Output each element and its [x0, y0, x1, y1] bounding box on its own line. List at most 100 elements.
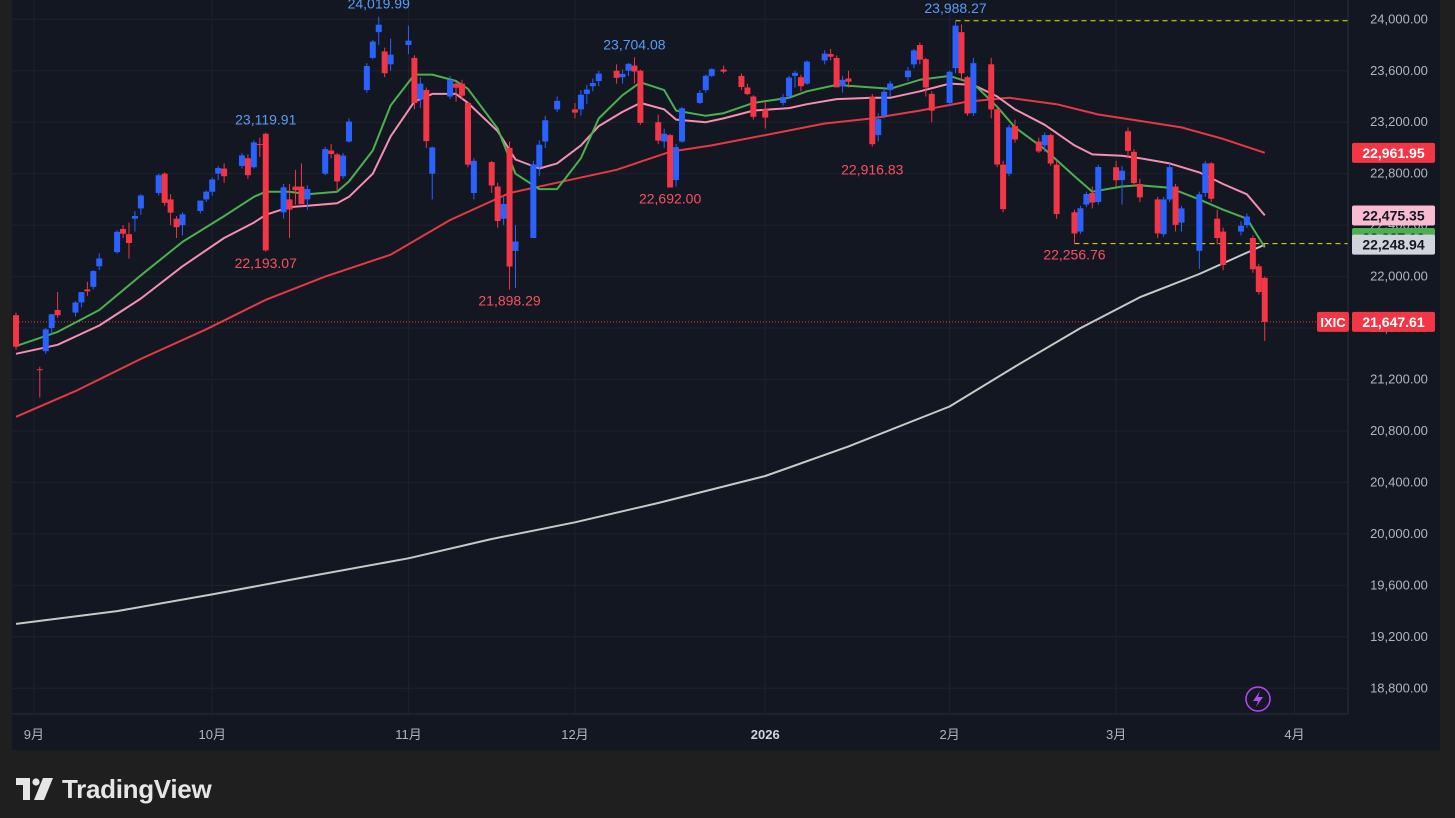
candle-body — [797, 77, 804, 87]
candle — [1178, 205, 1185, 232]
candle-body — [453, 83, 460, 88]
candle-body — [494, 186, 501, 222]
candle-body — [369, 41, 376, 58]
candle-body — [1196, 194, 1203, 251]
candle-body — [334, 154, 341, 182]
candle-body — [125, 234, 132, 244]
candle — [173, 216, 180, 238]
candle-body — [952, 25, 959, 69]
candle-body — [827, 54, 834, 57]
candle-body — [744, 87, 751, 95]
candle — [423, 87, 430, 148]
candle — [1154, 196, 1161, 238]
candle — [922, 57, 929, 97]
y-tick-label: 23,200.00 — [1370, 114, 1428, 129]
candle — [447, 75, 454, 100]
candle-body — [90, 271, 97, 287]
candle — [1012, 119, 1018, 143]
candle — [673, 144, 680, 187]
candle-body — [1243, 216, 1250, 226]
candle — [1202, 160, 1209, 197]
candle — [738, 73, 745, 91]
candle-body — [203, 191, 210, 200]
candle — [512, 225, 519, 289]
candle — [256, 137, 263, 157]
candle-body — [720, 69, 727, 72]
candle — [881, 88, 888, 119]
candle-body — [958, 32, 965, 74]
candle-body — [262, 133, 269, 251]
symbol-tag: IXIC — [1320, 315, 1346, 330]
candle-body — [173, 218, 180, 228]
x-tick-label: 12月 — [561, 727, 588, 742]
candle-body — [304, 189, 311, 200]
candle-body — [1047, 135, 1054, 164]
candle-body — [84, 289, 91, 292]
candle-body — [375, 24, 382, 33]
candle-body — [209, 179, 216, 192]
ma-line-red — [15, 96, 1266, 418]
candle-body — [881, 91, 888, 116]
candle — [286, 183, 293, 238]
price-label-box — [1352, 234, 1435, 255]
candle-body — [1261, 277, 1268, 322]
y-tick-label: 19,600.00 — [1370, 577, 1428, 592]
y-tick-label: 22,000.00 — [1370, 269, 1428, 284]
candle — [488, 160, 495, 193]
chart-area[interactable] — [12, 0, 1440, 750]
candle-body — [583, 89, 590, 94]
candle — [869, 93, 876, 147]
candle — [821, 50, 828, 65]
candle — [369, 39, 376, 60]
candle — [530, 160, 537, 238]
candle — [827, 48, 834, 61]
candle — [1237, 221, 1244, 236]
candle-body — [221, 168, 228, 177]
candle-body — [423, 90, 430, 142]
candle-body — [577, 94, 584, 110]
candle — [1035, 137, 1042, 154]
candle — [1249, 235, 1256, 273]
candle-body — [833, 57, 840, 88]
moving-average-lines — [15, 73, 1266, 625]
candle-body — [916, 45, 923, 60]
lightning-icon[interactable] — [1245, 686, 1271, 712]
candle-body — [78, 292, 85, 303]
candle — [209, 177, 216, 196]
candle-body — [1119, 170, 1126, 181]
candle-body — [1160, 199, 1167, 235]
candlestick-chart[interactable]: 24,019.99 23,119.91 22,193.07 23,704.08 21,8… — [0, 0, 1455, 750]
candle — [786, 75, 793, 100]
candle-body — [750, 96, 757, 117]
candle-body — [738, 75, 745, 87]
candle — [1077, 205, 1084, 235]
y-tick-label: 19,200.00 — [1370, 629, 1428, 644]
candle — [244, 154, 251, 179]
candle — [381, 47, 388, 78]
candle — [708, 68, 715, 78]
candle-body — [363, 65, 370, 91]
candle-body — [215, 168, 222, 174]
candle — [506, 141, 513, 290]
candle — [833, 55, 840, 88]
candle — [536, 140, 543, 177]
candle-body — [197, 200, 204, 211]
candle-body — [679, 108, 685, 142]
candle-body — [946, 71, 953, 103]
candle — [54, 292, 61, 318]
candle-body — [429, 147, 436, 174]
candle — [625, 63, 632, 76]
candle — [429, 146, 436, 200]
price-label: 21,647.61 — [1362, 314, 1424, 330]
candle-body — [96, 258, 103, 267]
candle-body — [887, 83, 894, 91]
candle — [1255, 263, 1262, 295]
candle — [13, 312, 19, 350]
tradingview-logo[interactable]: TradingView — [16, 774, 212, 804]
y-tick-label: 20,000.00 — [1370, 526, 1428, 541]
candle — [328, 144, 335, 159]
candle-body — [512, 241, 519, 251]
candle-body — [322, 149, 329, 174]
candle — [958, 24, 965, 80]
candle-body — [346, 121, 352, 142]
